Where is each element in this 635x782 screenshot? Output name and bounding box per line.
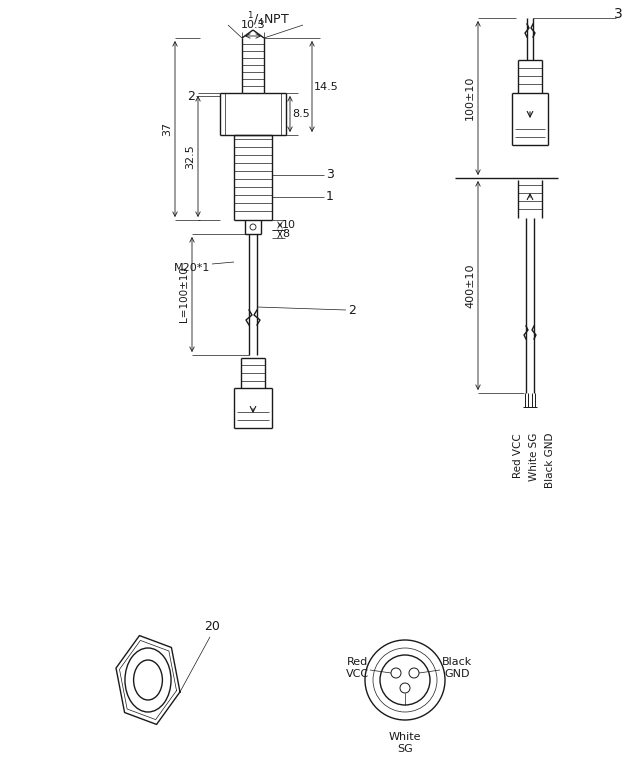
Text: 3: 3 [613,7,622,21]
Text: $^{1}/_{4}$NPT: $^{1}/_{4}$NPT [246,11,290,30]
Text: 32.5: 32.5 [185,144,195,169]
Text: Red
VCC: Red VCC [345,657,368,679]
Text: 100±10: 100±10 [465,76,475,120]
Text: 2: 2 [187,89,195,102]
Text: Black GND: Black GND [545,433,555,489]
Text: Red VCC: Red VCC [513,433,523,478]
Text: 8.5: 8.5 [292,109,310,119]
Text: M20*1: M20*1 [173,263,210,273]
Text: 10.3: 10.3 [241,20,265,30]
Text: White SG: White SG [529,433,539,482]
Text: L=100±10: L=100±10 [179,267,189,322]
Text: 1: 1 [326,191,334,203]
Text: 37: 37 [162,122,172,136]
Text: 2: 2 [348,303,356,317]
Text: 400±10: 400±10 [465,264,475,308]
Text: 10: 10 [282,220,296,230]
Text: 8: 8 [282,229,289,239]
Text: 3: 3 [326,168,334,181]
Text: 14.5: 14.5 [314,81,338,91]
Text: White
SG: White SG [389,732,421,754]
Text: Black
GND: Black GND [442,657,472,679]
Text: 20: 20 [204,620,220,633]
